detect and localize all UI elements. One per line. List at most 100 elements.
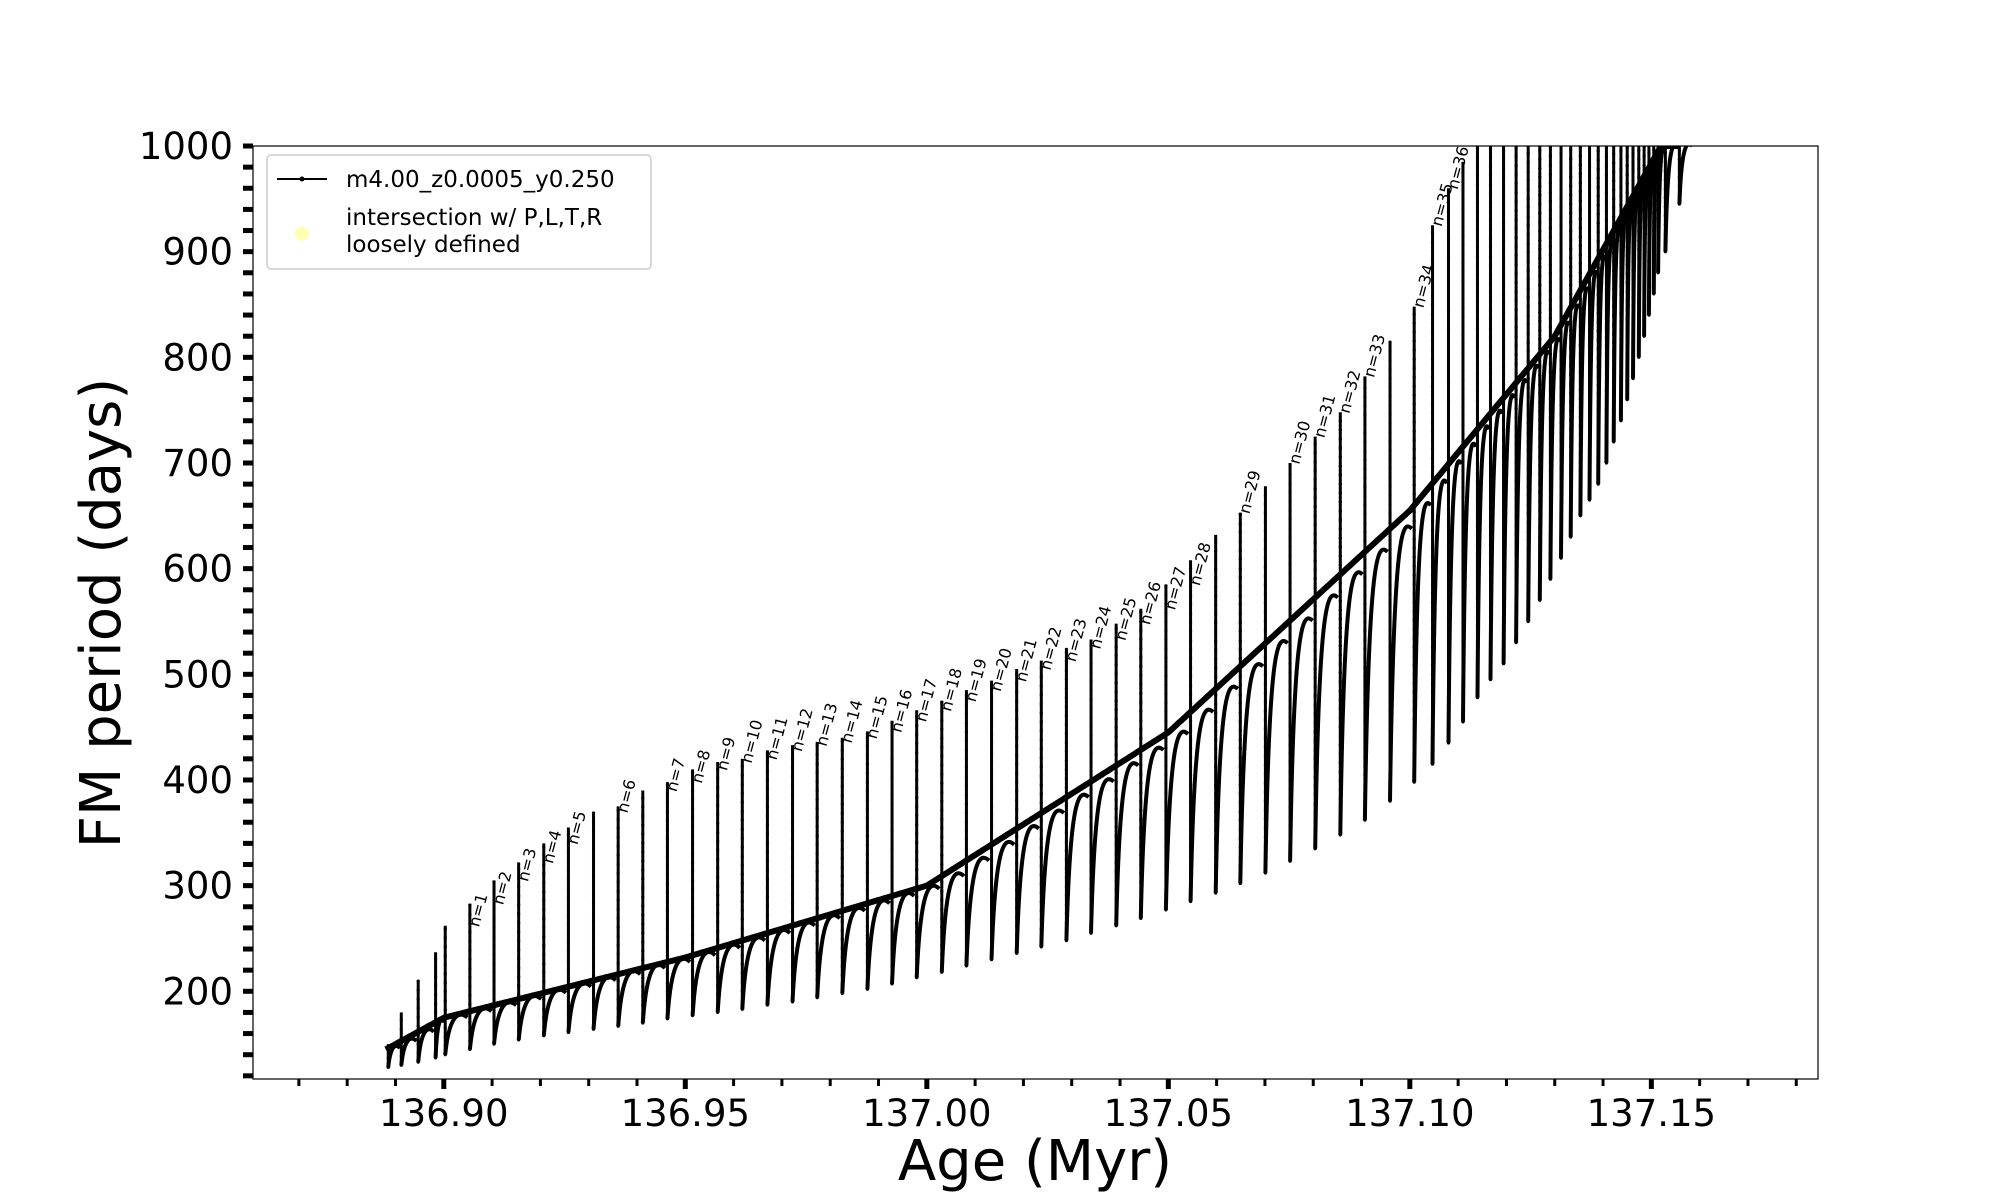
pulse-point — [1548, 190, 1553, 194]
pulse-point — [1064, 741, 1069, 745]
pulse-point — [1569, 364, 1573, 368]
pulse-point — [1514, 263, 1518, 267]
pulse-point — [1596, 455, 1600, 459]
pulse-point — [765, 886, 770, 890]
pulse-point — [1288, 814, 1292, 818]
pulse-point — [1313, 685, 1317, 689]
pulse-point — [1114, 735, 1118, 739]
pulse-point — [940, 826, 944, 830]
pulse — [1663, 146, 1678, 254]
pulse-point — [940, 862, 944, 866]
pulse-point — [716, 803, 720, 808]
pulse-point — [1514, 299, 1518, 303]
pulse-point — [1548, 550, 1553, 554]
pulse-point — [1625, 389, 1629, 393]
pulse-point — [1596, 320, 1600, 324]
pulse-point — [1475, 435, 1480, 439]
pulse-point — [1188, 764, 1193, 769]
pulse-point — [1514, 506, 1518, 510]
pulse — [1559, 146, 1572, 560]
pulse-point — [740, 998, 744, 1002]
pulse-point — [1619, 383, 1623, 387]
pulse-point — [890, 874, 894, 878]
pulse-point — [665, 936, 670, 940]
pulse-point — [1446, 615, 1451, 619]
pulse-point — [915, 886, 919, 890]
pulse-point — [1596, 158, 1600, 162]
pulse-point — [1663, 196, 1667, 200]
pulse-point — [1412, 690, 1416, 694]
pulse-point — [1514, 497, 1518, 501]
pulse-point — [1114, 879, 1118, 883]
pulse-point — [1656, 163, 1660, 167]
pulse-point — [1475, 408, 1480, 412]
pulse-point — [1288, 850, 1292, 854]
pulse-point — [1631, 331, 1635, 336]
pulse-point — [1475, 597, 1480, 601]
pulse-point — [765, 850, 770, 854]
pulse-point — [1430, 591, 1435, 595]
pulse-point — [1263, 583, 1268, 587]
pulse-point — [1578, 316, 1582, 320]
pulse-point — [1114, 681, 1118, 685]
pulse-point — [1015, 690, 1019, 694]
pulse-point — [1338, 752, 1342, 756]
pulse-point — [1596, 203, 1600, 207]
pulse-point — [790, 964, 795, 968]
pulse-loop — [1288, 616, 1315, 862]
pulse-point — [1164, 782, 1168, 786]
pulse-point — [1412, 537, 1416, 541]
pulse-point — [1538, 202, 1542, 206]
pulse-point — [641, 958, 645, 962]
pulse-point — [1363, 458, 1367, 462]
pulse — [964, 690, 991, 968]
pulse-loop — [1338, 570, 1364, 835]
pulse-loop — [1188, 707, 1215, 902]
pulse-point — [1501, 410, 1506, 414]
pulse-point — [433, 993, 438, 997]
pulse-point — [1642, 298, 1646, 302]
pulse-point — [1596, 374, 1600, 378]
pulse-point — [765, 796, 770, 800]
pulse-point — [1625, 281, 1629, 285]
pulse-point — [1514, 587, 1518, 591]
pulse-point — [1089, 751, 1093, 755]
pulse-point — [1559, 205, 1563, 209]
pulse-point — [1164, 647, 1168, 651]
pulse-point — [1619, 203, 1623, 207]
pulse-point — [989, 814, 994, 818]
pulse-point — [1313, 676, 1317, 680]
pulse-point — [765, 958, 770, 962]
pulse-point — [1430, 294, 1435, 298]
pulse-point — [1214, 585, 1218, 589]
pulse-point — [1559, 313, 1563, 317]
pulse-point — [1526, 223, 1530, 228]
pulse-point — [1164, 683, 1168, 687]
pulse-point — [1526, 529, 1530, 534]
pulse-point — [1569, 148, 1573, 152]
pulse-point — [616, 1015, 620, 1019]
pulse-point — [1214, 819, 1218, 823]
pulse-point — [1064, 903, 1069, 907]
pulse-point — [1288, 589, 1292, 593]
pulse-point — [1412, 465, 1416, 469]
pulse-point — [1114, 888, 1118, 892]
pulse-point — [1139, 664, 1143, 669]
pulse-point — [616, 844, 620, 848]
pulse-point — [1238, 620, 1242, 625]
pulse-point — [716, 947, 720, 952]
pulse-point — [964, 703, 969, 707]
pulse-point — [1647, 277, 1651, 281]
pulse-point — [964, 883, 969, 887]
pulse-point — [1604, 254, 1609, 258]
pulse-point — [1015, 861, 1019, 865]
pulse-point — [1015, 771, 1019, 775]
pulse-point — [1612, 359, 1616, 363]
pulse-point — [1488, 264, 1493, 268]
pulse-point — [1625, 326, 1629, 330]
pulse-point — [1288, 634, 1292, 638]
pulse-point — [815, 924, 819, 928]
pulse-point — [964, 811, 969, 815]
pulse-point — [1619, 149, 1623, 153]
pulse-point — [1538, 166, 1542, 170]
